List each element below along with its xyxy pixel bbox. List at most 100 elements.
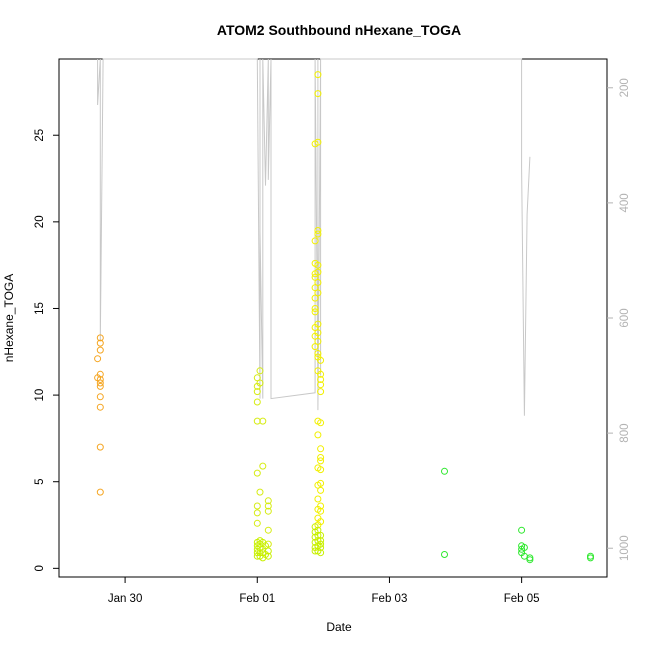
data-point: [314, 90, 322, 98]
data-point: [253, 509, 261, 517]
altitude-trace-layer: [97, 58, 531, 416]
data-point: [311, 332, 319, 340]
data-point: [317, 531, 325, 539]
plot-frame: [58, 58, 608, 578]
x-axis: Jan 30 Feb 01 Feb 03 Feb 05: [108, 577, 540, 605]
right-tick-label: 800: [619, 424, 631, 443]
chart-title: ATOM2 Southbound nHexane_TOGA: [217, 22, 461, 38]
data-point: [314, 337, 322, 345]
data-point: [317, 549, 325, 557]
data-point: [317, 540, 325, 548]
data-point: [96, 379, 104, 387]
data-point: [253, 519, 261, 527]
x-axis-label: Date: [326, 620, 352, 634]
data-point: [262, 542, 269, 550]
y-tick-label: 5: [34, 478, 46, 484]
data-point: [314, 350, 322, 357]
data-point: [96, 382, 104, 390]
data-point: [311, 308, 319, 316]
data-point: [311, 305, 319, 312]
y-tick-label: 0: [34, 565, 46, 571]
y-tick-label: 25: [34, 129, 46, 142]
right-tick-label: 200: [619, 78, 631, 97]
data-point: [317, 466, 325, 474]
data-point: [317, 445, 325, 453]
y-axis: 0 5 10 15 20 25: [34, 129, 59, 572]
data-point: [96, 339, 104, 347]
data-point: [518, 526, 526, 534]
data-point: [264, 502, 272, 510]
data-point: [96, 488, 104, 496]
x-tick-label: Feb 05: [504, 593, 540, 605]
data-point: [311, 343, 319, 351]
data-point: [311, 237, 319, 245]
data-point: [314, 289, 322, 297]
data-point: [253, 502, 261, 510]
data-point: [96, 376, 104, 383]
y-tick-label: 15: [34, 302, 46, 315]
data-point: [259, 417, 267, 425]
data-point: [314, 230, 322, 238]
data-point: [317, 544, 325, 551]
y-tick-label: 20: [34, 215, 46, 228]
data-point: [256, 367, 264, 375]
data-point: [317, 457, 325, 465]
data-point: [311, 324, 319, 331]
right-tick-label: 1000: [619, 535, 631, 561]
data-point: [317, 419, 325, 427]
data-point: [256, 488, 264, 496]
data-point: [264, 547, 272, 555]
data-point: [314, 71, 322, 79]
data-point: [314, 431, 322, 439]
data-point: [526, 556, 534, 564]
data-point: [94, 355, 102, 363]
x-tick-label: Feb 03: [372, 593, 408, 605]
data-point: [264, 507, 272, 515]
data-point: [441, 467, 448, 475]
data-point: [317, 356, 325, 364]
data-point: [253, 382, 261, 390]
data-point: [317, 454, 325, 461]
right-axis: 200 400 600 800 1000: [607, 78, 631, 561]
data-point: [253, 469, 261, 477]
data-point: [314, 495, 322, 503]
data-point: [253, 388, 261, 396]
right-tick-label: 600: [619, 308, 631, 327]
data-point: [96, 403, 104, 411]
plot-area: [58, 58, 608, 578]
data-point: [314, 279, 322, 286]
data-point: [96, 393, 104, 401]
data-point: [317, 370, 325, 378]
data-point: [520, 544, 528, 551]
data-point: [259, 462, 267, 470]
data-point: [311, 294, 319, 302]
data-point: [96, 346, 104, 354]
data-point: [311, 273, 319, 281]
data-points-layer: [94, 71, 594, 564]
data-point: [317, 388, 325, 396]
data-point: [317, 507, 325, 515]
data-point: [317, 486, 325, 494]
data-point: [314, 227, 322, 234]
data-point: [317, 381, 325, 389]
y-tick-label: 10: [34, 389, 46, 402]
data-point: [311, 284, 319, 292]
altitude-trace-line: [97, 58, 531, 416]
data-point: [264, 497, 272, 505]
y-axis-label: nHexane_TOGA: [2, 274, 16, 363]
data-point: [96, 334, 104, 342]
data-point: [96, 443, 104, 451]
right-tick-label: 400: [619, 193, 631, 212]
x-tick-label: Feb 01: [239, 593, 275, 605]
data-point: [253, 398, 261, 406]
data-point: [96, 370, 104, 378]
data-point: [311, 270, 319, 278]
data-point: [317, 537, 325, 545]
data-point: [311, 140, 319, 148]
data-point: [314, 261, 322, 269]
data-point: [264, 552, 272, 560]
data-point: [587, 554, 594, 562]
data-point: [317, 376, 325, 383]
data-point: [264, 526, 272, 534]
